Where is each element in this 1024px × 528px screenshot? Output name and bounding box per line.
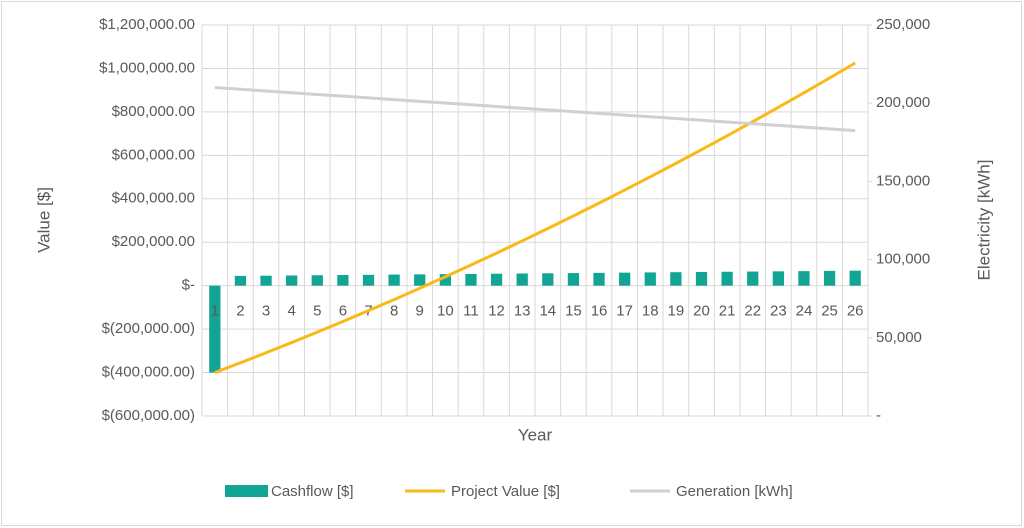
x-tick-label: 5	[313, 303, 321, 320]
y-tick-label: $400,000.00	[112, 190, 195, 207]
x-tick-label: 3	[262, 303, 270, 320]
bar	[362, 274, 375, 286]
x-tick-label: 10	[437, 303, 454, 320]
x-tick-label: 12	[488, 303, 505, 320]
y2-tick-label: 100,000	[876, 251, 930, 268]
x-tick-label: 4	[287, 303, 295, 320]
bar	[747, 271, 759, 286]
x-tick-label: 9	[416, 303, 424, 320]
x-tick-label: 23	[770, 303, 787, 320]
bar	[849, 270, 861, 286]
x-tick-label: 24	[796, 303, 813, 320]
x-tick-label: 18	[642, 303, 659, 320]
bar	[798, 271, 810, 286]
bar	[593, 272, 605, 286]
y-tick-label: $(400,000.00)	[102, 364, 195, 381]
y-tick-label: $800,000.00	[112, 103, 195, 120]
legend-label: Cashflow [$]	[271, 483, 354, 500]
y-tick-label: $600,000.00	[112, 146, 195, 163]
bar	[695, 271, 708, 286]
x-tick-label: 14	[539, 303, 556, 320]
bar	[286, 275, 298, 286]
y-tick-label: $(200,000.00)	[102, 320, 195, 337]
bar	[337, 275, 349, 286]
bar	[465, 273, 477, 286]
y-tick-label: $1,200,000.00	[99, 16, 195, 33]
bar	[644, 272, 656, 286]
x-tick-label: 17	[616, 303, 633, 320]
bar	[260, 275, 272, 286]
bar	[490, 273, 503, 286]
y2-tick-label: 150,000	[876, 172, 930, 189]
legend-label: Generation [kWh]	[676, 483, 793, 500]
bar	[721, 271, 733, 286]
x-tick-label: 15	[565, 303, 582, 320]
x-tick-label: 6	[339, 303, 347, 320]
y-tick-label: $1,000,000.00	[99, 59, 195, 76]
y-tick-label: $-	[182, 277, 195, 294]
bar	[414, 274, 426, 286]
bar	[542, 273, 554, 286]
y2-tick-label: -	[876, 407, 881, 424]
x-axis-title: Year	[518, 425, 553, 444]
x-tick-label: 11	[463, 303, 479, 320]
y2-axis-title: Electricity [kWh]	[974, 160, 993, 281]
bar	[388, 274, 400, 286]
bar	[772, 271, 784, 286]
x-tick-label: 1	[211, 303, 219, 320]
bar	[311, 275, 323, 286]
x-tick-label: 21	[719, 303, 736, 320]
x-tick-label: 26	[847, 303, 864, 320]
y2-tick-label: 200,000	[876, 94, 930, 111]
x-tick-label: 19	[668, 303, 685, 320]
x-tick-label: 20	[693, 303, 710, 320]
x-tick-label: 22	[744, 303, 761, 320]
bar	[567, 273, 580, 286]
y-tick-label: $200,000.00	[112, 233, 195, 250]
x-tick-label: 25	[821, 303, 838, 320]
bar	[209, 285, 221, 373]
y-axis-title: Value [$]	[34, 187, 53, 253]
legend-label: Project Value [$]	[451, 483, 560, 500]
y2-tick-label: 50,000	[876, 329, 922, 346]
bar	[439, 274, 451, 286]
y-tick-label: $(600,000.00)	[102, 407, 195, 424]
x-tick-label: 13	[514, 303, 531, 320]
bar	[516, 273, 528, 286]
x-tick-label: 2	[236, 303, 244, 320]
x-tick-label: 8	[390, 303, 398, 320]
x-tick-label: 16	[591, 303, 608, 320]
line	[214, 86, 856, 133]
bar	[670, 272, 682, 286]
y2-tick-label: 250,000	[876, 16, 930, 33]
bar	[823, 270, 836, 286]
bar	[619, 272, 631, 286]
bar	[234, 275, 247, 286]
legend-swatch	[225, 485, 268, 497]
